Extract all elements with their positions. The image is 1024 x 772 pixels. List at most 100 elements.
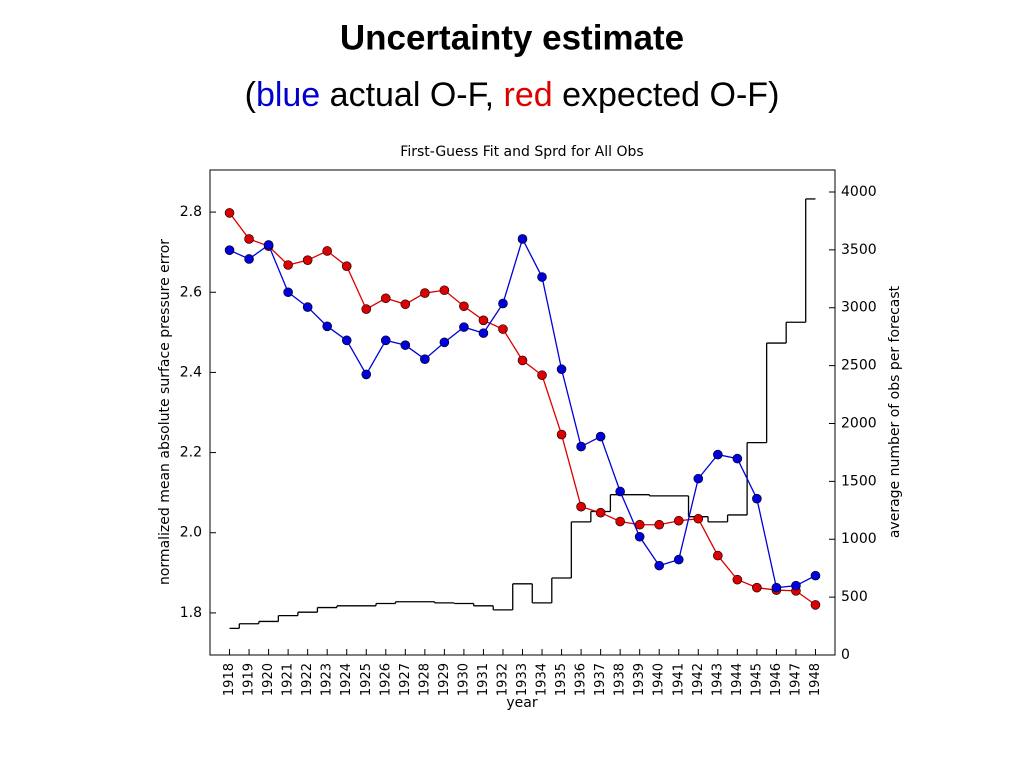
series-marker [478,328,489,338]
series-marker [400,299,411,310]
series-marker [439,285,450,296]
series-marker [556,364,567,375]
x-tick-label: 1931 [476,663,491,696]
series-marker [810,600,821,610]
chart-title: First-Guess Fit and Sprd for All Obs [400,144,643,160]
series-marker [654,560,665,571]
slide-title: Uncertainty estimate [340,18,684,57]
series-marker [576,501,586,512]
series-marker [322,246,332,256]
x-tick-label: 1947 [788,663,803,696]
x-tick-label: 1936 [574,663,589,696]
series-marker [341,335,352,346]
subtitle-part: red [504,76,553,114]
x-tick-label: 1925 [359,663,374,696]
y2-tick-label: 3500 [841,242,877,258]
series-marker [380,293,391,304]
series-marker [302,255,313,265]
series-marker [244,254,254,264]
series-marker [595,507,606,518]
x-tick-label: 1938 [613,663,628,696]
series-marker [459,322,469,332]
series-marker [791,580,801,591]
y-tick-label: 2.0 [180,525,202,541]
y2-tick-label: 1000 [841,531,877,547]
x-tick-label: 1919 [242,663,257,696]
subtitle-part: ( [245,76,257,114]
series-marker [224,245,235,255]
x-tick-label: 1943 [710,663,725,696]
series-marker [341,261,352,271]
series-line [229,212,816,606]
series-marker [224,208,235,218]
series-marker [752,493,762,504]
series-marker [361,304,372,314]
series-marker [517,234,528,244]
series-marker [556,429,567,440]
series-marker [595,431,606,442]
series-marker [713,550,723,561]
series-marker [634,531,645,542]
x-tick-label: 1920 [261,663,276,696]
y2-tick-label: 1500 [841,473,877,489]
x-tick-label: 1922 [300,663,315,696]
series-marker [537,272,547,282]
series-marker [420,288,430,298]
series-marker [498,324,508,334]
series-marker [478,315,489,326]
series-marker [498,298,508,309]
series-marker [459,301,469,312]
series-marker [654,519,665,530]
x-tick-label: 1929 [437,663,452,696]
y-tick-label: 2.8 [180,204,202,220]
slide-subtitle: (blue actual O-F, red expected O-F) [245,76,780,114]
x-tick-label: 1935 [554,663,569,696]
series-marker [752,582,762,593]
series-marker [302,302,313,312]
y2-tick-label: 2500 [841,358,877,374]
series-marker [693,473,704,484]
y-tick-label: 2.4 [180,364,202,380]
series-marker [322,321,332,332]
x-tick-label: 1940 [652,663,667,696]
series-marker [400,340,411,350]
subtitle-part: actual O-F, [320,76,503,114]
y2-tick-label: 500 [841,589,868,605]
x-tick-label: 1937 [593,663,608,696]
series-marker [420,354,430,364]
x-tick-label: 1942 [691,663,706,696]
series-marker [361,369,372,380]
series-line [229,237,816,589]
x-tick-label: 1928 [417,663,432,696]
x-tick-label: 1945 [749,663,764,696]
series-marker [810,570,821,581]
series-marker [732,453,743,464]
y-tick-label: 2.6 [180,284,202,300]
series-marker [439,337,450,348]
series-marker [615,516,625,527]
y-tick-label: 2.2 [180,445,202,461]
x-tick-label: 1946 [769,663,784,696]
x-axis-label: year [506,695,537,711]
x-tick-label: 1944 [730,663,745,696]
series-marker [244,234,254,244]
y2-tick-label: 2000 [841,415,877,431]
series-marker [263,240,274,250]
series-marker [615,486,625,497]
x-tick-label: 1941 [671,663,686,696]
x-tick-label: 1921 [281,663,296,696]
y2-axis-label: average number of obs per forecast [887,285,903,538]
x-tick-label: 1926 [378,663,393,696]
y2-tick-label: 3000 [841,300,877,316]
x-tick-label: 1933 [515,663,530,696]
series-marker [713,449,723,460]
y2-tick-label: 4000 [841,184,877,200]
y2-tick-label: 0 [841,647,850,663]
subtitle-part: expected O-F) [553,76,780,114]
series-marker [517,355,528,366]
x-tick-label: 1918 [222,663,237,696]
series-marker [576,441,586,452]
x-tick-label: 1924 [339,663,354,696]
series-marker [771,582,782,593]
